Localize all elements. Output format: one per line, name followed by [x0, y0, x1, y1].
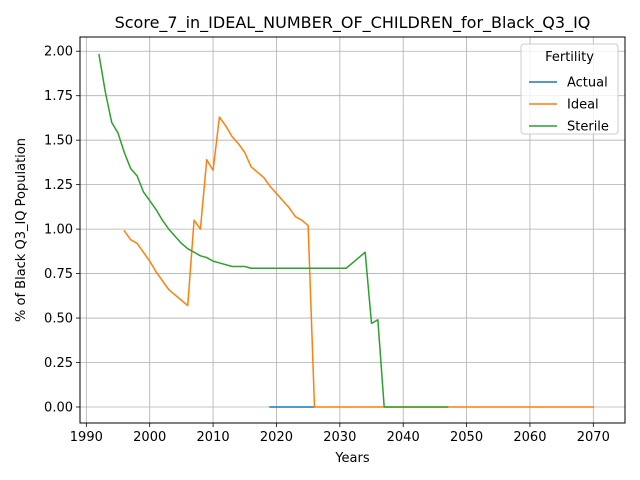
x-tick-label: 2070	[577, 430, 610, 445]
x-tick-label: 2000	[133, 430, 166, 445]
x-tick-label: 2020	[260, 430, 293, 445]
legend-label-actual: Actual	[567, 76, 608, 91]
legend-label-sterile: Sterile	[567, 120, 609, 135]
y-axis-label: % of Black Q3_IQ Population	[14, 138, 29, 322]
series-lines	[98, 53, 595, 408]
axis-ticks: 1990 2000 2010 2020 2030 2040 2050 2060 2070 0.00…	[44, 45, 610, 445]
y-tick-label: 0.25	[44, 356, 73, 371]
y-tick-label: 1.50	[44, 134, 73, 149]
x-tick-label: 2040	[387, 430, 420, 445]
y-tick-label: 0.75	[44, 267, 73, 282]
legend: Fertility Actual Ideal Sterile	[520, 43, 619, 135]
legend-label-ideal: Ideal	[567, 98, 599, 113]
y-tick-label: 0.50	[44, 312, 73, 327]
series-line-sterile	[98, 53, 449, 408]
y-tick-label: 1.00	[44, 223, 73, 238]
y-tick-label: 1.25	[44, 178, 73, 193]
chart-title: Score_7_in_IDEAL_NUMBER_OF_CHILDREN_for_…	[115, 13, 591, 33]
y-tick-label: 0.00	[44, 400, 73, 415]
x-tick-label: 2030	[323, 430, 356, 445]
plot-frame	[79, 36, 626, 424]
x-axis-label: Years	[334, 451, 370, 466]
x-tick-label: 2010	[197, 430, 230, 445]
y-tick-label: 1.75	[44, 89, 73, 104]
legend-title: Fertility	[545, 50, 594, 65]
x-tick-label: 1990	[70, 430, 103, 445]
series-line-ideal	[123, 116, 595, 408]
x-tick-label: 2050	[450, 430, 483, 445]
x-tick-label: 2060	[513, 430, 546, 445]
legend-box	[520, 43, 619, 135]
y-tick-label: 2.00	[44, 45, 73, 60]
